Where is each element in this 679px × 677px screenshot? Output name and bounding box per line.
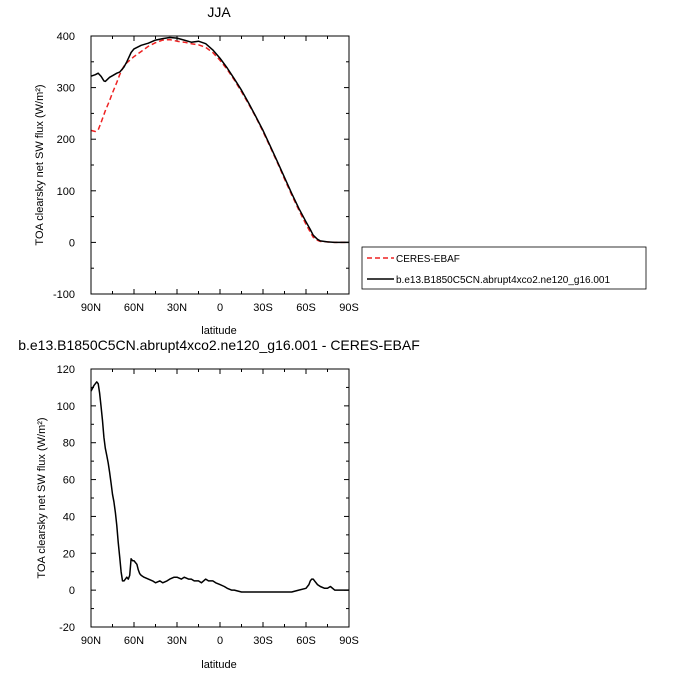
y-tick-label: 80 bbox=[63, 438, 75, 450]
ticks-bottom: 90N 60N 30N 0 30S 60S 90S -20 0 20 40 60 80 100 120 bbox=[57, 364, 359, 647]
x-tick-label: 0 bbox=[217, 302, 223, 314]
x-axis-label-top: latitude bbox=[201, 325, 236, 337]
y-tick-label: -20 bbox=[59, 622, 75, 634]
y-tick-label: 100 bbox=[57, 186, 75, 198]
legend-label-model: b.e13.B1850C5CN.abrupt4xco2.ne120_g16.00… bbox=[396, 275, 610, 286]
x-tick-label: 30N bbox=[167, 635, 187, 647]
x-tick-label: 60N bbox=[124, 302, 144, 314]
x-tick-label: 30S bbox=[253, 635, 273, 647]
y-axis-label-bottom: TOA clearsky net SW flux (W/m²) bbox=[36, 417, 48, 578]
ticks-top: 90N 60N 30N 0 30S 60S 90S -100 0 100 200 300 400 bbox=[53, 31, 359, 314]
legend-label-ceres: CERES-EBAF bbox=[396, 254, 460, 265]
x-tick-label: 60S bbox=[296, 635, 316, 647]
y-axis-label-top: TOA clearsky net SW flux (W/m²) bbox=[34, 84, 46, 245]
legend: CERES-EBAF b.e13.B1850C5CN.abrupt4xco2.n… bbox=[361, 246, 647, 290]
plot-frame-bottom bbox=[90, 368, 350, 628]
y-tick-label: -100 bbox=[53, 289, 75, 301]
plot-frame-top bbox=[90, 35, 350, 295]
x-axis-label-bottom: latitude bbox=[201, 659, 236, 671]
y-tick-label: 0 bbox=[69, 585, 75, 597]
y-tick-label: 120 bbox=[57, 364, 75, 376]
series-line-top-1 bbox=[90, 36, 349, 244]
chart-title-top: JJA bbox=[207, 4, 231, 20]
legend-box bbox=[361, 246, 647, 290]
chart-title-bottom: b.e13.B1850C5CN.abrupt4xco2.ne120_g16.00… bbox=[18, 337, 420, 353]
y-tick-label: 0 bbox=[69, 237, 75, 249]
x-tick-label: 90N bbox=[81, 302, 101, 314]
panel-bottom: b.e13.B1850C5CN.abrupt4xco2.ne120_g16.00… bbox=[18, 337, 420, 671]
y-tick-label: 40 bbox=[63, 511, 75, 523]
series-lines-top bbox=[90, 36, 349, 244]
x-tick-label: 60N bbox=[124, 635, 144, 647]
x-tick-label: 0 bbox=[217, 635, 223, 647]
x-tick-label: 30S bbox=[253, 302, 273, 314]
series-line-top-0 bbox=[90, 38, 349, 244]
y-tick-label: 20 bbox=[63, 548, 75, 560]
y-tick-label: 60 bbox=[63, 475, 75, 487]
series-line-bottom-0 bbox=[90, 381, 349, 593]
y-tick-label: 400 bbox=[57, 31, 75, 43]
y-tick-label: 200 bbox=[57, 134, 75, 146]
x-tick-label: 60S bbox=[296, 302, 316, 314]
y-tick-label: 300 bbox=[57, 83, 75, 95]
series-lines-bottom bbox=[90, 381, 349, 593]
x-tick-label: 30N bbox=[167, 302, 187, 314]
x-tick-label: 90S bbox=[339, 635, 359, 647]
x-tick-label: 90N bbox=[81, 635, 101, 647]
x-tick-label: 90S bbox=[339, 302, 359, 314]
panel-top: JJA 90N 60N 30N 0 30S 60S 90S -100 0 100 200 300 400… bbox=[34, 4, 647, 337]
y-tick-label: 100 bbox=[57, 401, 75, 413]
